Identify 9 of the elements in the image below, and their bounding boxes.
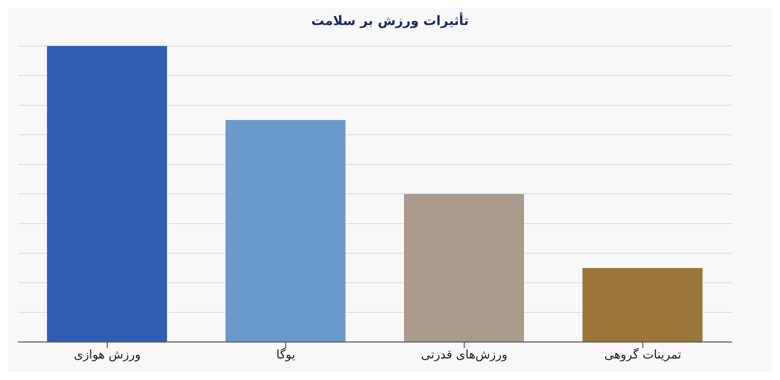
x-tick-label: تمرینات گروهی: [604, 348, 682, 362]
bar: [404, 194, 524, 342]
chart-title: تأثیرات ورزش بر سلامت: [310, 11, 470, 31]
bar: [582, 268, 702, 342]
x-tick-label: ورزش هوازی: [74, 348, 141, 362]
bar: [226, 120, 346, 342]
x-tick-label: یوگا: [276, 348, 296, 362]
bar: [47, 46, 167, 342]
x-tick-label: ورزش‌های قدرتی: [421, 348, 508, 362]
